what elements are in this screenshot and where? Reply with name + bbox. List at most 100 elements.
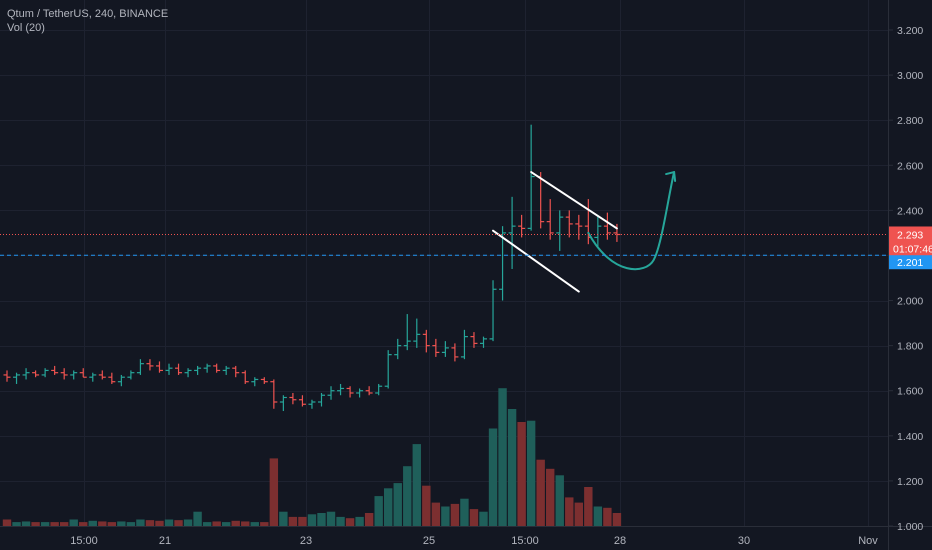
volume-bar [469,509,479,526]
volume-bar [269,458,279,526]
volume-bar [317,513,326,526]
volume-bar [88,520,97,526]
price-tick-label: 1.800 [897,341,923,353]
volume-bar [50,522,59,526]
candle [556,210,564,251]
volume-bar [307,514,317,526]
candle [603,212,611,240]
candle [108,372,116,384]
candle [518,214,526,238]
candle [136,359,144,375]
last-price-badge: 2.293 01:07:46 [889,226,932,257]
candle [127,370,135,380]
price-badges: 2.293 01:07:46 2.201 [889,226,932,270]
candle [480,336,487,348]
volume-bar [336,516,345,526]
candle [346,386,354,398]
candle [3,370,11,382]
candle [375,383,383,396]
candle [394,338,402,360]
candle [298,395,306,407]
candle [70,370,78,380]
candle [508,196,516,269]
volume-indicator-label[interactable]: Vol (20) [7,22,45,34]
volume-bar [183,519,193,526]
symbol-title[interactable]: Qtum / TetherUS, 240, BINANCE [7,8,169,20]
volume-bar [345,518,355,526]
candle [251,377,259,387]
volume-bar [221,522,231,526]
reference-price-badge-background [889,255,932,270]
candle [260,377,268,384]
volume-bar [355,516,364,526]
time-tick-label: 30 [738,535,750,547]
candle [470,332,478,348]
volume-bar [422,485,431,526]
candle [594,214,602,247]
volume-bar [574,502,583,526]
volume-bar [412,444,421,526]
candle [317,392,325,407]
price-tick-label: 2.400 [897,205,923,217]
last-price-badge-background [889,226,932,257]
volume-bar [384,488,393,526]
volume-bar [136,519,145,526]
candle [337,383,345,396]
candle [32,370,40,378]
candle [60,368,68,380]
volume-bar [555,475,564,526]
price-tick-label: 1.000 [897,521,923,533]
candle [365,386,373,396]
volume-bar [603,507,612,526]
price-tick-label: 3.000 [897,70,923,82]
candle [441,341,449,357]
volume-bar [241,521,250,526]
volume-bar [431,502,441,526]
candle [194,365,202,375]
volume-bar [202,522,212,526]
volume-bar [155,520,164,526]
volume-bar [59,522,69,526]
price-tick-label: 2.600 [897,160,923,172]
candle [308,399,316,409]
volume-bar [488,428,498,526]
candle [413,318,421,348]
volume-bar [31,522,40,526]
candle [22,368,30,380]
volume-bar [12,522,21,526]
upper-channel-line [530,171,618,230]
price-tick-label: 1.600 [897,386,923,398]
candle [356,388,364,398]
time-tick-label: 28 [614,535,626,547]
candle [155,361,163,373]
volume-bar [507,409,517,526]
time-tick-label: 23 [300,535,312,547]
candle [403,314,411,351]
volume-bar [98,521,107,526]
volume-bar [460,498,469,526]
candle [184,368,192,378]
price-tick-label: 3.200 [897,25,923,37]
price-tick-label: 2.800 [897,115,923,127]
volume-bar [498,388,507,526]
volume-bar [526,420,536,526]
volume-bar [250,522,259,526]
arrow-head [665,171,677,183]
candle [79,368,87,378]
volume-bar [593,506,603,526]
candle [527,124,535,231]
candle [51,365,59,375]
candle [98,370,106,380]
candle [232,365,240,378]
volume-bar [546,468,555,526]
time-axis[interactable]: 15:00 21 23 25 15:00 28 30 Nov [70,535,878,547]
volume-bar [40,522,50,526]
price-tick-label: 1.200 [897,476,923,488]
candle [489,280,497,342]
reference-price-badge: 2.201 [889,255,932,270]
volume-bar [107,522,117,526]
candle [203,363,211,373]
volume-bar [69,519,78,526]
candle [213,363,221,373]
